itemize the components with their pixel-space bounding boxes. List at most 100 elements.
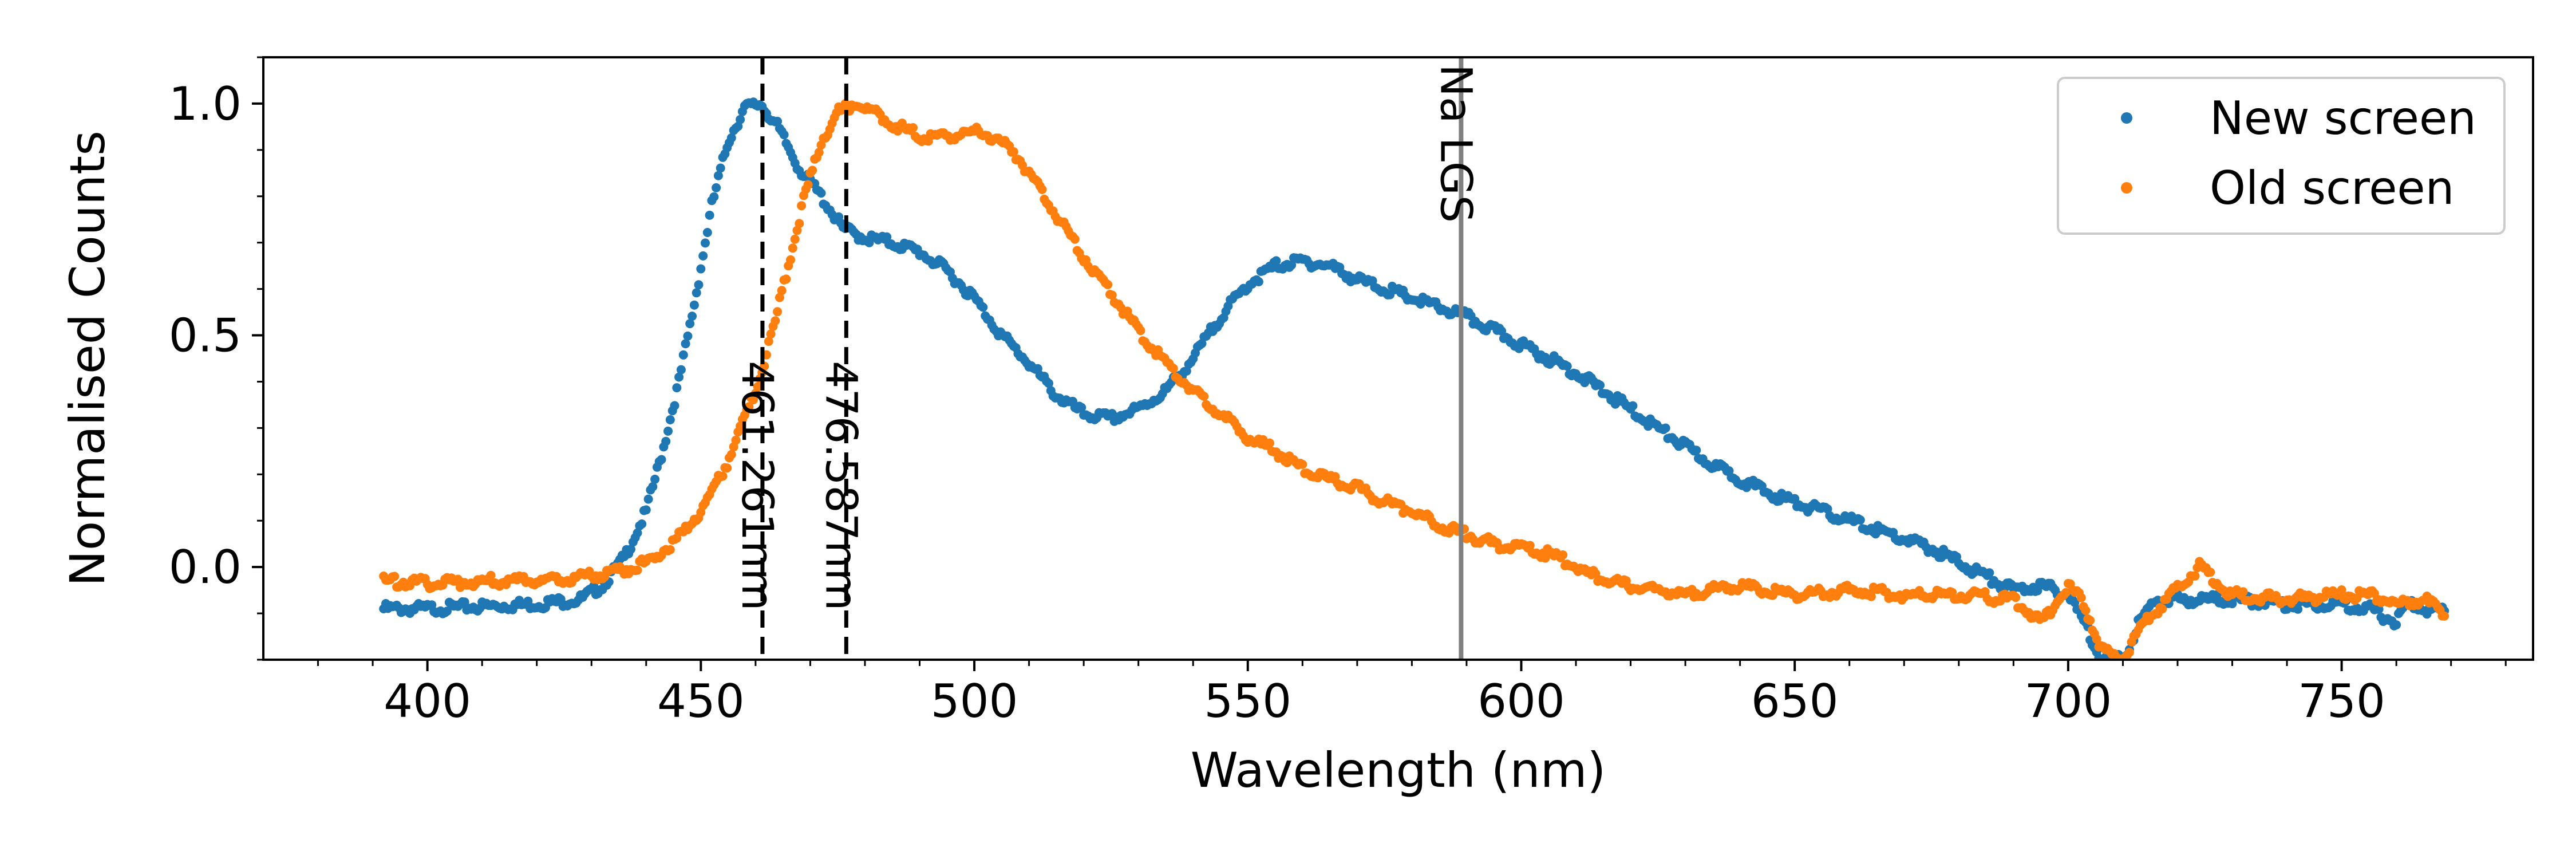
- reference-line-label: Na LGS: [1431, 64, 1482, 223]
- data-point: [779, 130, 789, 140]
- reference-line-label: 476.587nm: [816, 361, 867, 610]
- data-point: [2337, 585, 2346, 595]
- data-point: [726, 133, 736, 143]
- data-point: [978, 302, 988, 312]
- data-point: [1558, 550, 1568, 559]
- data-point: [777, 286, 787, 295]
- data-point: [718, 471, 728, 481]
- data-point: [626, 545, 635, 554]
- data-point: [2392, 620, 2401, 630]
- data-point: [908, 123, 918, 132]
- data-point: [766, 329, 776, 339]
- legend-marker: [2121, 112, 2132, 124]
- data-point: [681, 339, 690, 349]
- data-point: [781, 274, 791, 284]
- series-layer: [379, 97, 2449, 670]
- data-point: [803, 180, 813, 190]
- data-point: [643, 494, 653, 504]
- data-point: [676, 365, 686, 375]
- data-point: [637, 519, 647, 529]
- data-point: [773, 116, 783, 126]
- data-point: [808, 166, 817, 175]
- data-point: [786, 255, 795, 265]
- data-point: [1044, 379, 1053, 388]
- data-point: [2070, 598, 2080, 608]
- data-point: [2124, 648, 2134, 657]
- data-point: [882, 232, 892, 242]
- data-point: [736, 115, 745, 124]
- data-point: [775, 293, 784, 302]
- data-point: [1103, 280, 1113, 289]
- data-point: [2190, 571, 2200, 581]
- data-point: [722, 463, 732, 473]
- data-point: [1009, 147, 1018, 156]
- data-point: [1595, 380, 1605, 390]
- data-point: [633, 565, 642, 575]
- data-point: [2081, 605, 2091, 615]
- data-point: [1265, 438, 1274, 448]
- data-point: [1168, 364, 1178, 373]
- data-point: [1136, 326, 1145, 336]
- data-point: [1037, 184, 1047, 194]
- data-point: [771, 316, 780, 326]
- data-point: [665, 415, 675, 424]
- data-point: [713, 171, 723, 180]
- x-tick-label: 500: [931, 675, 1018, 728]
- data-point: [790, 234, 800, 244]
- legend-marker: [2121, 182, 2132, 194]
- legend-box: [2057, 77, 2506, 235]
- data-point: [685, 319, 695, 329]
- x-tick-label: 700: [2025, 675, 2112, 728]
- legend-label: Old screen: [2210, 161, 2454, 215]
- x-tick-label: 450: [657, 675, 745, 728]
- data-point: [1855, 515, 1865, 525]
- data-point: [795, 219, 804, 228]
- data-point: [641, 505, 651, 515]
- data-point: [788, 243, 797, 253]
- data-point: [2158, 604, 2167, 614]
- data-point: [1298, 459, 1307, 469]
- data-point: [1107, 290, 1117, 300]
- legend: New screen Old screen: [2057, 77, 2506, 235]
- data-point: [661, 436, 671, 446]
- y-tick-label: 0.0: [169, 541, 242, 594]
- data-point: [2076, 593, 2086, 602]
- data-point: [694, 280, 704, 290]
- data-point: [1591, 569, 1601, 578]
- data-point: [1768, 590, 1777, 600]
- y-tick-label: 0.5: [169, 309, 242, 362]
- data-point: [773, 307, 783, 317]
- data-point: [486, 570, 496, 580]
- data-point: [678, 350, 688, 360]
- data-point: [692, 288, 701, 298]
- data-point: [716, 163, 725, 173]
- data-point: [633, 528, 642, 538]
- data-point: [1661, 423, 1670, 433]
- data-point: [2099, 661, 2108, 670]
- x-axis: 400 450 500 550 600 650 700 750: [317, 660, 2507, 728]
- data-point: [705, 210, 714, 220]
- x-tick-label: 750: [2298, 675, 2385, 728]
- data-point: [2085, 616, 2095, 625]
- data-point: [753, 382, 762, 392]
- data-point: [2440, 611, 2449, 621]
- data-point: [657, 455, 666, 464]
- data-point: [698, 251, 708, 261]
- data-point: [2206, 568, 2215, 577]
- legend-label: New screen: [2210, 92, 2476, 145]
- x-tick-label: 650: [1751, 675, 1839, 728]
- data-point: [764, 337, 773, 346]
- data-point: [648, 482, 658, 491]
- data-point: [1692, 446, 1701, 455]
- data-point: [702, 228, 712, 237]
- data-point: [797, 201, 807, 211]
- plot-frame: [262, 56, 2534, 661]
- data-point: [2238, 587, 2248, 597]
- data-point: [709, 192, 719, 202]
- x-tick-label: 600: [1477, 675, 1565, 728]
- data-point: [689, 300, 699, 310]
- data-point: [688, 312, 697, 321]
- x-tick-label: 550: [1204, 675, 1291, 728]
- y-axis: 0.0 0.5 1.0: [169, 56, 263, 661]
- data-point: [1077, 403, 1086, 412]
